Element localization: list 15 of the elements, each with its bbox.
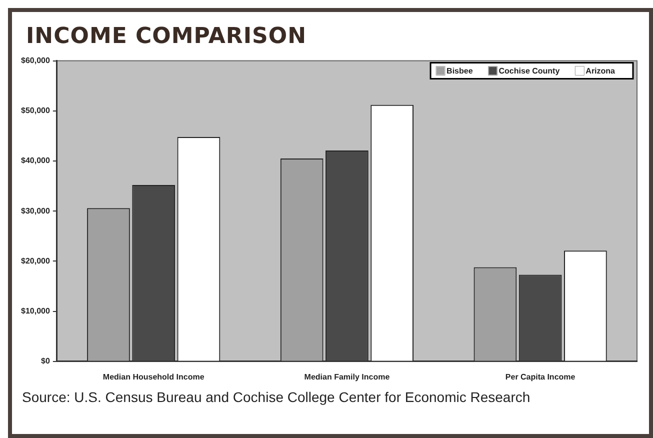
y-tick-label: $20,000 [20, 256, 50, 266]
x-tick-label: Median Household Income [102, 372, 205, 382]
legend-label: Arizona [586, 66, 616, 76]
y-tick-label: $0 [41, 356, 50, 366]
x-tick-label: Per Capita Income [505, 372, 576, 382]
y-tick-label: $60,000 [20, 56, 50, 66]
y-tick-label: $40,000 [20, 156, 50, 166]
y-tick-label: $30,000 [20, 206, 50, 216]
y-tick-label: $10,000 [20, 306, 50, 316]
legend-label: Bisbee [446, 66, 474, 76]
x-tick-label: Median Family Income [304, 372, 390, 382]
y-tick-label: $50,000 [20, 106, 50, 116]
source-note: Source: U.S. Census Bureau and Cochise College Center for Economic Research [21, 389, 532, 405]
chart-title: INCOME COMPARISON [25, 23, 308, 49]
legend-label: Cochise County [498, 66, 560, 76]
